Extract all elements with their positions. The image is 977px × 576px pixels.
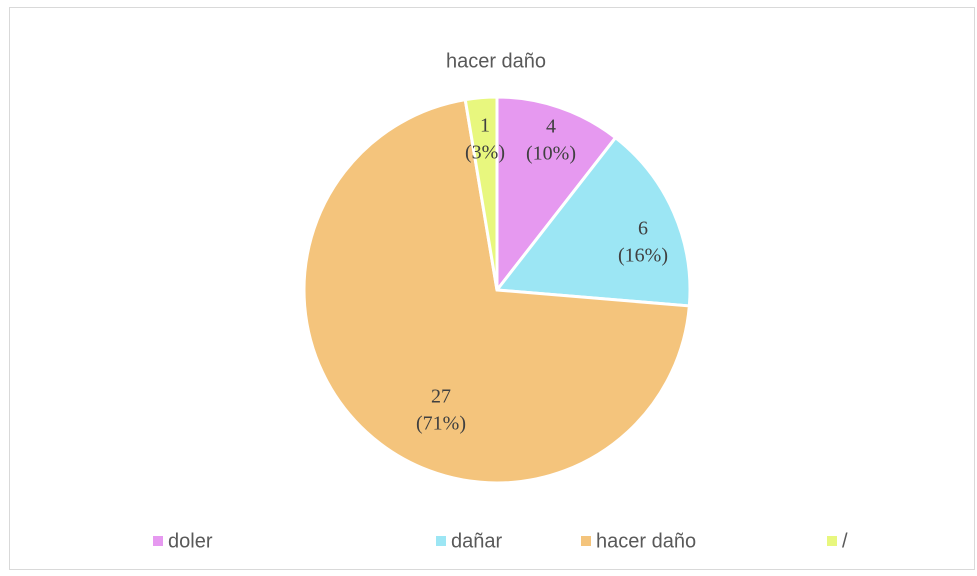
legend-label: doler	[168, 530, 213, 552]
legend-label: /	[842, 530, 848, 552]
data-label: 27	[431, 386, 451, 408]
pie-slice	[495, 95, 618, 295]
legend-marker	[827, 536, 837, 546]
data-label-percent: (71%)	[416, 413, 466, 435]
legend-marker	[581, 536, 591, 546]
data-label-percent: (3%)	[465, 142, 505, 164]
legend-label: hacer daño	[596, 530, 696, 552]
pie-slice	[302, 97, 691, 485]
data-label: 1	[480, 115, 490, 137]
data-label-percent: (16%)	[618, 245, 668, 267]
legend-marker	[436, 536, 446, 546]
data-label: 4	[546, 116, 556, 138]
data-label-percent: (10%)	[526, 143, 576, 165]
legend-label: dañar	[451, 530, 502, 552]
chart-title: hacer daño	[446, 50, 546, 72]
pie-slice	[463, 95, 499, 291]
legend-marker	[153, 536, 163, 546]
data-label: 6	[638, 218, 648, 240]
pie-slice	[494, 135, 692, 308]
